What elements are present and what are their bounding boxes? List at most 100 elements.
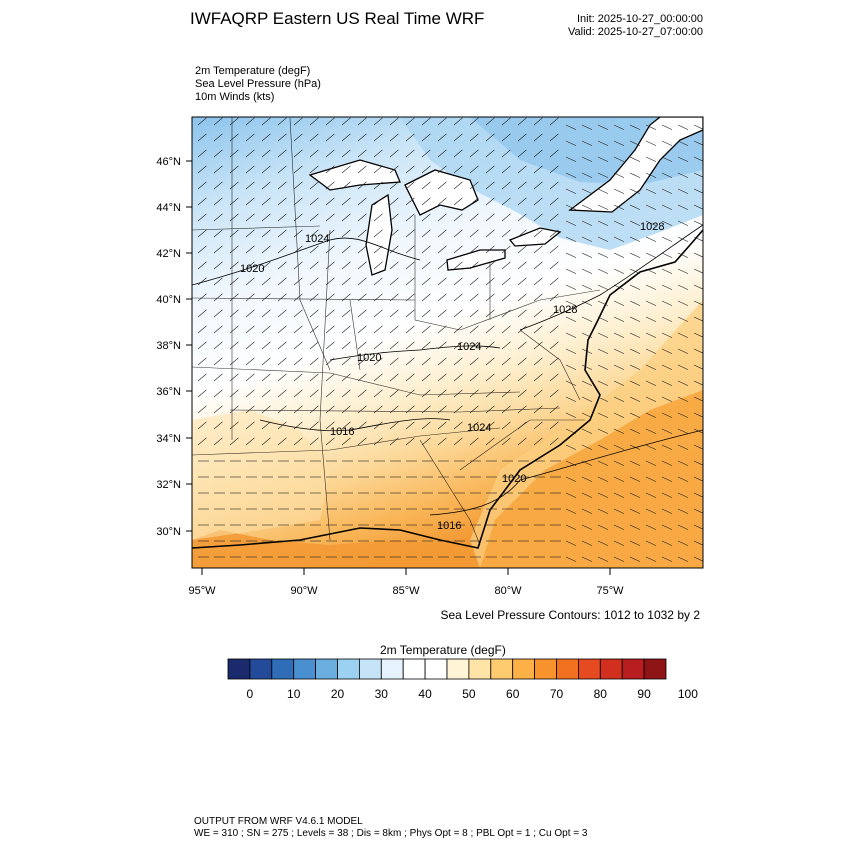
wind-barb xyxy=(501,277,511,286)
wind-barb xyxy=(373,277,383,286)
wind-barb xyxy=(469,389,479,398)
wind-barb xyxy=(213,389,223,398)
wind-barb xyxy=(277,229,287,238)
wind-barb xyxy=(309,309,319,318)
wind-barb xyxy=(421,357,431,366)
wind-barb xyxy=(421,165,431,174)
wind-barb xyxy=(357,149,367,158)
wind-barb xyxy=(613,476,625,482)
wind-barb xyxy=(197,133,207,142)
latitude-axis xyxy=(186,160,192,532)
wind-barb xyxy=(661,556,673,562)
colorbar-swatch xyxy=(315,658,338,680)
wind-barb xyxy=(373,405,383,414)
wind-barb xyxy=(645,236,657,242)
wind-barb xyxy=(341,405,351,414)
wind-barb xyxy=(613,204,625,210)
wind-barb xyxy=(677,508,689,514)
wind-barb xyxy=(389,437,399,446)
colorbar-swatch xyxy=(534,658,557,680)
wind-barb xyxy=(245,293,255,302)
wind-barb xyxy=(661,540,673,546)
wind-barb xyxy=(533,213,543,222)
wind-barb xyxy=(469,277,479,286)
temperature-colorbar xyxy=(227,658,667,680)
wind-barb xyxy=(565,364,577,370)
wind-barb xyxy=(405,405,415,414)
wind-barb xyxy=(661,172,673,178)
wind-barb xyxy=(213,229,223,238)
wind-barb xyxy=(453,117,463,126)
wind-barb xyxy=(197,277,207,286)
wind-barb xyxy=(533,197,543,206)
wind-barb xyxy=(277,437,287,446)
wind-barb xyxy=(629,140,641,146)
wind-barb xyxy=(213,197,223,206)
wind-barb xyxy=(469,357,479,366)
wind-barb xyxy=(661,332,673,338)
wind-barb xyxy=(245,325,255,334)
wind-barb xyxy=(581,396,593,402)
wind-barb xyxy=(597,556,609,562)
wind-barb xyxy=(501,245,511,254)
wind-barb xyxy=(629,188,641,194)
map-title: IWFAQRP Eastern US Real Time WRF xyxy=(190,9,485,28)
pressure-label: 1016 xyxy=(437,520,461,532)
wind-barb xyxy=(485,437,495,446)
wind-barb xyxy=(565,172,577,178)
wind-barb xyxy=(533,421,543,430)
wind-barb xyxy=(677,556,689,562)
wind-barb xyxy=(581,364,593,370)
lat-label: 32°N xyxy=(156,479,181,491)
wind-barb xyxy=(261,277,271,286)
contour-note: Sea Level Pressure Contours: 1012 to 103… xyxy=(440,608,701,622)
wind-barb xyxy=(325,293,335,302)
wind-barb xyxy=(533,117,543,126)
wind-barb xyxy=(501,181,511,190)
wind-barb xyxy=(261,149,271,158)
wind-barb xyxy=(485,149,495,158)
wind-barb xyxy=(581,220,593,226)
wind-barb xyxy=(277,373,287,382)
wind-barb xyxy=(357,181,367,190)
wind-barb xyxy=(613,508,625,514)
wind-barb xyxy=(293,341,303,350)
wind-barb xyxy=(629,364,641,370)
wind-barb xyxy=(213,293,223,302)
wind-barb xyxy=(277,325,287,334)
wind-barb xyxy=(533,245,543,254)
wind-barb xyxy=(597,332,609,338)
wind-barb xyxy=(309,389,319,398)
wind-barb xyxy=(293,357,303,366)
wind-barb xyxy=(645,348,657,354)
wind-barb xyxy=(229,341,239,350)
colorbar-swatch xyxy=(424,658,448,680)
lat-label: 44°N xyxy=(156,202,181,214)
wind-barb xyxy=(677,252,689,258)
wind-barb xyxy=(341,373,351,382)
wind-barb xyxy=(325,117,335,126)
wind-barb xyxy=(565,220,577,226)
wind-barb xyxy=(245,437,255,446)
wind-barb xyxy=(261,213,271,222)
wind-barb xyxy=(453,245,463,254)
wind-barb xyxy=(421,325,431,334)
wind-barb xyxy=(325,181,335,190)
wind-barb xyxy=(533,277,543,286)
wind-barb xyxy=(213,309,223,318)
lat-label: 36°N xyxy=(156,386,181,398)
wind-barb xyxy=(213,181,223,190)
wind-barb xyxy=(453,261,463,270)
wind-barb xyxy=(581,252,593,258)
wind-barb xyxy=(629,508,641,514)
wind-barb xyxy=(469,149,479,158)
wind-barb xyxy=(517,293,527,302)
wind-barb xyxy=(645,156,657,162)
wind-barb xyxy=(581,508,593,514)
wind-barb xyxy=(549,373,559,382)
wind-barb xyxy=(581,380,593,386)
wind-barb xyxy=(373,133,383,142)
wind-barb xyxy=(517,229,527,238)
wind-barb xyxy=(293,117,303,126)
wind-barb xyxy=(213,117,223,126)
